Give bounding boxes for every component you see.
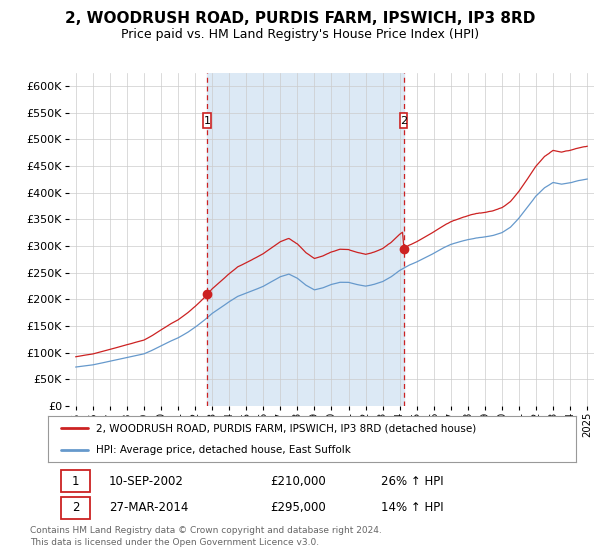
Text: £295,000: £295,000: [270, 501, 326, 515]
Text: 1: 1: [72, 474, 79, 488]
Bar: [203, 113, 211, 128]
Bar: [61, 470, 90, 492]
Text: Contains HM Land Registry data © Crown copyright and database right 2024.
This d: Contains HM Land Registry data © Crown c…: [30, 526, 382, 547]
Text: HPI: Average price, detached house, East Suffolk: HPI: Average price, detached house, East…: [95, 445, 350, 455]
Text: £210,000: £210,000: [270, 474, 326, 488]
Text: 2, WOODRUSH ROAD, PURDIS FARM, IPSWICH, IP3 8RD: 2, WOODRUSH ROAD, PURDIS FARM, IPSWICH, …: [65, 11, 535, 26]
Text: 27-MAR-2014: 27-MAR-2014: [109, 501, 188, 515]
Bar: [207, 73, 404, 406]
Text: 2, WOODRUSH ROAD, PURDIS FARM, IPSWICH, IP3 8RD (detached house): 2, WOODRUSH ROAD, PURDIS FARM, IPSWICH, …: [95, 423, 476, 433]
Text: 10-SEP-2002: 10-SEP-2002: [109, 474, 184, 488]
Text: Price paid vs. HM Land Registry's House Price Index (HPI): Price paid vs. HM Land Registry's House …: [121, 28, 479, 41]
Text: 2: 2: [400, 116, 407, 126]
Text: 2: 2: [72, 501, 79, 515]
Text: 26% ↑ HPI: 26% ↑ HPI: [380, 474, 443, 488]
Text: 14% ↑ HPI: 14% ↑ HPI: [380, 501, 443, 515]
Bar: [61, 497, 90, 519]
Bar: [400, 113, 407, 128]
Text: 1: 1: [204, 116, 211, 126]
